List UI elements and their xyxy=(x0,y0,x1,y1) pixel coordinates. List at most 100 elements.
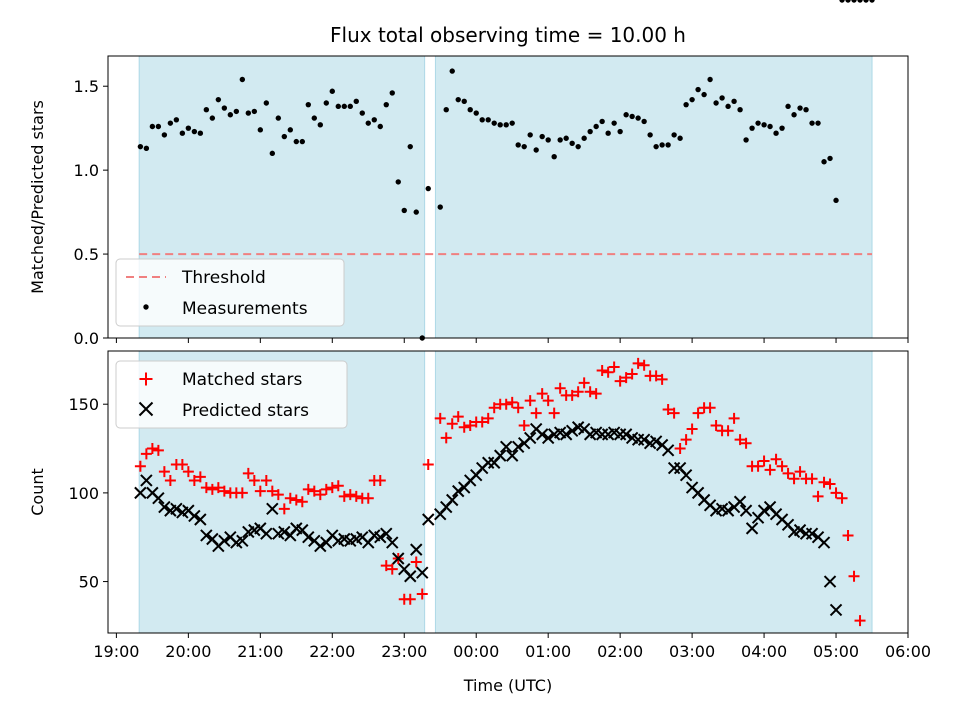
predicted-star-point xyxy=(541,431,555,445)
measurement-point xyxy=(767,123,773,130)
matched-star-point xyxy=(308,485,320,497)
matched-star-point xyxy=(614,375,626,387)
measurement-point xyxy=(803,107,809,113)
predicted-star-point xyxy=(649,435,663,448)
matched-star-point xyxy=(266,485,278,497)
measurement-point xyxy=(335,103,341,110)
measurement-point xyxy=(701,91,707,98)
matched-star-point xyxy=(218,485,230,497)
matched-star-point xyxy=(734,434,746,446)
x-tick-label: 21:00 xyxy=(237,642,283,661)
measurement-point xyxy=(707,76,713,83)
measurement-point xyxy=(827,155,833,162)
matched-star-point xyxy=(314,489,326,501)
measurement-point xyxy=(497,122,503,128)
matched-star-point xyxy=(584,386,596,398)
measurement-point xyxy=(869,0,875,3)
bottom-y-axis-label: Count xyxy=(28,468,47,516)
measurement-point xyxy=(731,98,737,105)
predicted-star-point xyxy=(314,539,327,553)
matched-star-point xyxy=(512,402,524,414)
measurement-point xyxy=(389,90,395,96)
x-tick-label: 23:00 xyxy=(381,642,427,661)
predicted-star-point xyxy=(410,543,423,556)
matched-star-point xyxy=(176,459,188,471)
predicted-star-point xyxy=(511,440,525,453)
matched-star-point xyxy=(770,453,782,465)
matched-star-point xyxy=(242,467,254,479)
matched-star-point xyxy=(806,473,818,485)
predicted-star-point xyxy=(134,486,147,500)
measurement-point xyxy=(677,135,683,141)
matched-star-point xyxy=(602,366,614,378)
matched-star-point xyxy=(188,474,200,486)
matched-star-point xyxy=(548,407,560,419)
matched-star-point xyxy=(686,423,698,435)
measurement-point xyxy=(425,185,431,192)
predicted-star-point xyxy=(823,575,837,588)
predicted-star-point xyxy=(805,527,819,540)
measurement-point xyxy=(185,125,192,131)
measurement-point xyxy=(797,105,803,111)
measurement-point xyxy=(473,110,479,116)
measurement-point xyxy=(599,118,605,125)
measurement-point xyxy=(341,103,347,110)
legend-matched-swatch xyxy=(139,372,153,386)
matched-star-point xyxy=(164,474,176,486)
predicted-star-point xyxy=(236,534,249,547)
matched-star-point xyxy=(482,412,494,424)
matched-star-point xyxy=(410,556,422,568)
x-tick-label: 22:00 xyxy=(309,642,355,661)
measurement-point xyxy=(449,68,455,74)
matched-star-point xyxy=(134,460,146,472)
predicted-star-point xyxy=(200,529,213,542)
matched-star-point xyxy=(638,359,650,371)
measurement-point xyxy=(221,105,228,111)
matched-star-point xyxy=(518,419,530,431)
measurement-point xyxy=(773,130,779,136)
measurement-point xyxy=(761,122,767,128)
predicted-star-point xyxy=(793,523,807,537)
matched-star-point xyxy=(326,482,338,494)
measurement-point xyxy=(485,117,491,123)
matched-star-point xyxy=(374,474,386,486)
measurement-point xyxy=(251,108,258,115)
legend-box xyxy=(115,258,345,327)
measurement-point xyxy=(785,103,791,110)
predicted-star-point xyxy=(559,428,573,441)
predicted-star-point xyxy=(446,493,459,507)
matched-star-point xyxy=(542,395,554,407)
measurement-point xyxy=(617,128,623,135)
legend-matched-label: Matched stars xyxy=(182,370,302,390)
predicted-star-point xyxy=(188,509,201,523)
predicted-star-point xyxy=(380,527,393,540)
measurement-point xyxy=(179,130,186,136)
predicted-star-point xyxy=(194,513,207,526)
matched-star-point xyxy=(260,474,272,486)
predicted-star-point xyxy=(637,433,651,446)
measurement-point xyxy=(683,101,689,108)
x-tick-label: 05:00 xyxy=(813,642,859,661)
matched-star-point xyxy=(824,478,836,490)
matched-star-point xyxy=(248,474,260,486)
matched-star-point xyxy=(524,395,536,407)
predicted-star-point xyxy=(565,424,579,438)
measurement-point xyxy=(281,133,288,140)
matched-star-point xyxy=(422,459,434,471)
matched-star-point xyxy=(704,402,716,414)
matched-star-point xyxy=(506,396,518,408)
predicted-star-point xyxy=(386,536,399,549)
matched-star-point xyxy=(350,490,362,502)
measurement-point xyxy=(191,128,198,135)
matched-star-point xyxy=(722,425,734,437)
matched-star-point xyxy=(302,483,314,495)
matched-star-point xyxy=(596,365,608,377)
matched-star-point xyxy=(680,434,692,446)
measurement-point xyxy=(563,135,569,141)
y-tick-label: 0.0 xyxy=(74,329,99,348)
measurement-point xyxy=(713,100,719,106)
matched-star-point xyxy=(476,416,488,428)
shaded-interval xyxy=(434,350,873,634)
matched-star-point xyxy=(620,372,632,384)
matched-star-point xyxy=(710,419,722,431)
